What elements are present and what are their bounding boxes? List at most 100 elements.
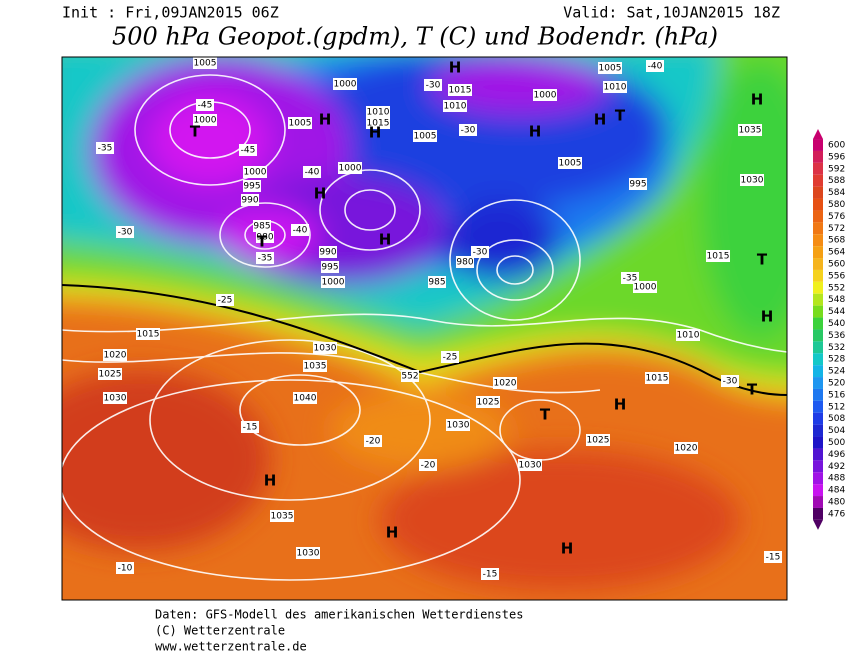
colorbar-label: 596 xyxy=(828,152,845,162)
contour-label: 995 xyxy=(629,180,646,190)
contour-label: 1030 xyxy=(741,176,764,186)
colorbar-cell xyxy=(813,305,823,318)
colorbar-label: 508 xyxy=(828,414,845,424)
label-box xyxy=(646,60,664,72)
label-box xyxy=(441,351,459,363)
contour-label: 1005 xyxy=(289,119,312,129)
label-box xyxy=(645,372,669,384)
colorbar-top-arrow xyxy=(813,129,823,140)
colorbar-label: 504 xyxy=(828,426,845,436)
colorbar-label: 552 xyxy=(828,283,845,293)
contour-label: 1035 xyxy=(304,362,327,372)
contour-label: 995 xyxy=(321,263,338,273)
label-box xyxy=(116,226,134,238)
pressure-center: H xyxy=(761,308,774,326)
contour-label: -20 xyxy=(366,437,381,447)
colorbar-cell xyxy=(813,365,823,378)
label-box xyxy=(533,89,557,101)
contour-label: 1015 xyxy=(707,252,730,262)
contour-label: -40 xyxy=(648,62,663,72)
colorbar-cell xyxy=(813,329,823,342)
label-box xyxy=(243,180,261,192)
pressure-center: T xyxy=(257,233,268,251)
colorbar-label: 488 xyxy=(828,474,845,484)
colorbar-label: 600 xyxy=(828,141,845,151)
map-frame xyxy=(61,56,788,601)
colorbar-label: 532 xyxy=(828,343,845,353)
label-box xyxy=(288,117,312,129)
contour-label: 1035 xyxy=(739,126,762,136)
contour-label: 1020 xyxy=(494,379,517,389)
pressure-center: H xyxy=(369,124,382,142)
label-box xyxy=(98,368,122,380)
contour-label: -15 xyxy=(766,553,781,563)
pressure-center: T xyxy=(190,123,201,141)
colorbar-label: 512 xyxy=(828,402,845,412)
contour-label: 1000 xyxy=(339,164,362,174)
label-box xyxy=(721,375,739,387)
contour-label: -30 xyxy=(723,377,738,387)
colorbar-label: 484 xyxy=(828,486,845,496)
contour-label: 1035 xyxy=(271,512,294,522)
label-box xyxy=(103,392,127,404)
contour-label: 985 xyxy=(253,222,270,232)
contour-label: -30 xyxy=(426,81,441,91)
colorbar-label: 540 xyxy=(828,319,845,329)
label-box xyxy=(253,220,271,232)
pressure-center: H xyxy=(449,59,462,77)
label-box xyxy=(333,78,357,90)
colorbar-label: 576 xyxy=(828,212,845,222)
contour-label: 1010 xyxy=(444,102,467,112)
colorbar-cell xyxy=(813,412,823,425)
colorbar-cell xyxy=(813,234,823,247)
label-box xyxy=(633,281,657,293)
contour-label: 1040 xyxy=(294,394,317,404)
colorbar-label: 548 xyxy=(828,295,845,305)
label-box xyxy=(270,510,294,522)
contour-label: 1025 xyxy=(587,436,610,446)
contour-label: 1000 xyxy=(334,80,357,90)
label-box xyxy=(740,174,764,186)
colorbar-cell xyxy=(813,258,823,270)
source-note: Daten: GFS-Modell des amerikanischen Wet… xyxy=(155,608,523,622)
colorbar-cell xyxy=(813,424,823,437)
valid-time: Valid: Sat,10JAN2015 18Z xyxy=(563,4,780,22)
colorbar-cell xyxy=(813,150,823,163)
colorbar-label: 544 xyxy=(828,307,845,317)
colorbar-cell xyxy=(813,353,823,366)
colorbar-label: 528 xyxy=(828,355,845,365)
label-box xyxy=(256,252,274,264)
colorbar-cell xyxy=(813,388,823,401)
contour-label: -40 xyxy=(305,168,320,178)
colorbar-cell xyxy=(813,484,823,497)
label-box xyxy=(738,124,762,136)
contour-label: 1000 xyxy=(244,168,267,178)
label-box xyxy=(764,551,782,563)
label-box xyxy=(216,294,234,306)
colorbar-label: 584 xyxy=(828,188,845,198)
website: www.wetterzentrale.de xyxy=(155,640,307,654)
colorbar-cell xyxy=(813,436,823,449)
pressure-center: T xyxy=(540,406,551,424)
contour-label: -40 xyxy=(293,226,308,236)
label-box xyxy=(424,79,442,91)
label-box xyxy=(366,106,390,118)
pressure-center: H xyxy=(379,231,392,249)
label-box xyxy=(674,442,698,454)
contour-label: 1020 xyxy=(104,351,127,361)
pressure-center: T xyxy=(615,107,626,125)
contour-label: -15 xyxy=(483,570,498,580)
label-box xyxy=(193,114,217,126)
colorbar-bottom-arrow xyxy=(813,519,823,530)
label-box xyxy=(586,434,610,446)
colorbar-cell xyxy=(813,317,823,330)
label-box xyxy=(401,370,419,382)
label-box xyxy=(443,100,467,112)
label-box xyxy=(303,360,327,372)
colorbar-label: 572 xyxy=(828,224,845,234)
colorbar-cell xyxy=(813,377,823,389)
pressure-center: H xyxy=(314,185,327,203)
label-box xyxy=(256,231,274,243)
label-box xyxy=(446,419,470,431)
label-box xyxy=(96,142,114,154)
